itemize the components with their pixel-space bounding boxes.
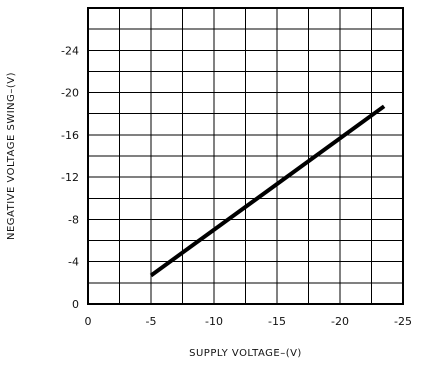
series-group xyxy=(149,104,386,278)
x-tick-label: -20 xyxy=(331,315,349,328)
x-tick-labels: 0 -5 -10 -15 -20 -25 xyxy=(85,315,412,328)
x-tick-label: -5 xyxy=(146,315,157,328)
y-tick-label: -24 xyxy=(61,44,79,57)
y-tick-label: -8 xyxy=(68,213,79,226)
grid xyxy=(88,8,403,304)
series-line-0 xyxy=(149,104,386,278)
y-tick-label: -20 xyxy=(61,87,79,100)
y-tick-label: -4 xyxy=(68,256,79,269)
x-tick-label: -15 xyxy=(268,315,286,328)
y-tick-label: 0 xyxy=(72,298,79,311)
x-axis-label: SUPPLY VOLTAGE–(V) xyxy=(189,348,302,359)
x-tick-label: -25 xyxy=(394,315,412,328)
x-tick-label: 0 xyxy=(85,315,92,328)
y-tick-label: -12 xyxy=(61,171,79,184)
y-axis-label: NEGATIVE VOLTAGE SWING–(V) xyxy=(6,72,17,240)
plot-frame xyxy=(87,7,404,305)
y-tick-label: -16 xyxy=(61,129,79,142)
y-tick-labels: 0 -4 -8 -12 -16 -20 -24 xyxy=(61,44,79,311)
plot-border xyxy=(87,7,404,305)
x-tick-label: -10 xyxy=(205,315,223,328)
